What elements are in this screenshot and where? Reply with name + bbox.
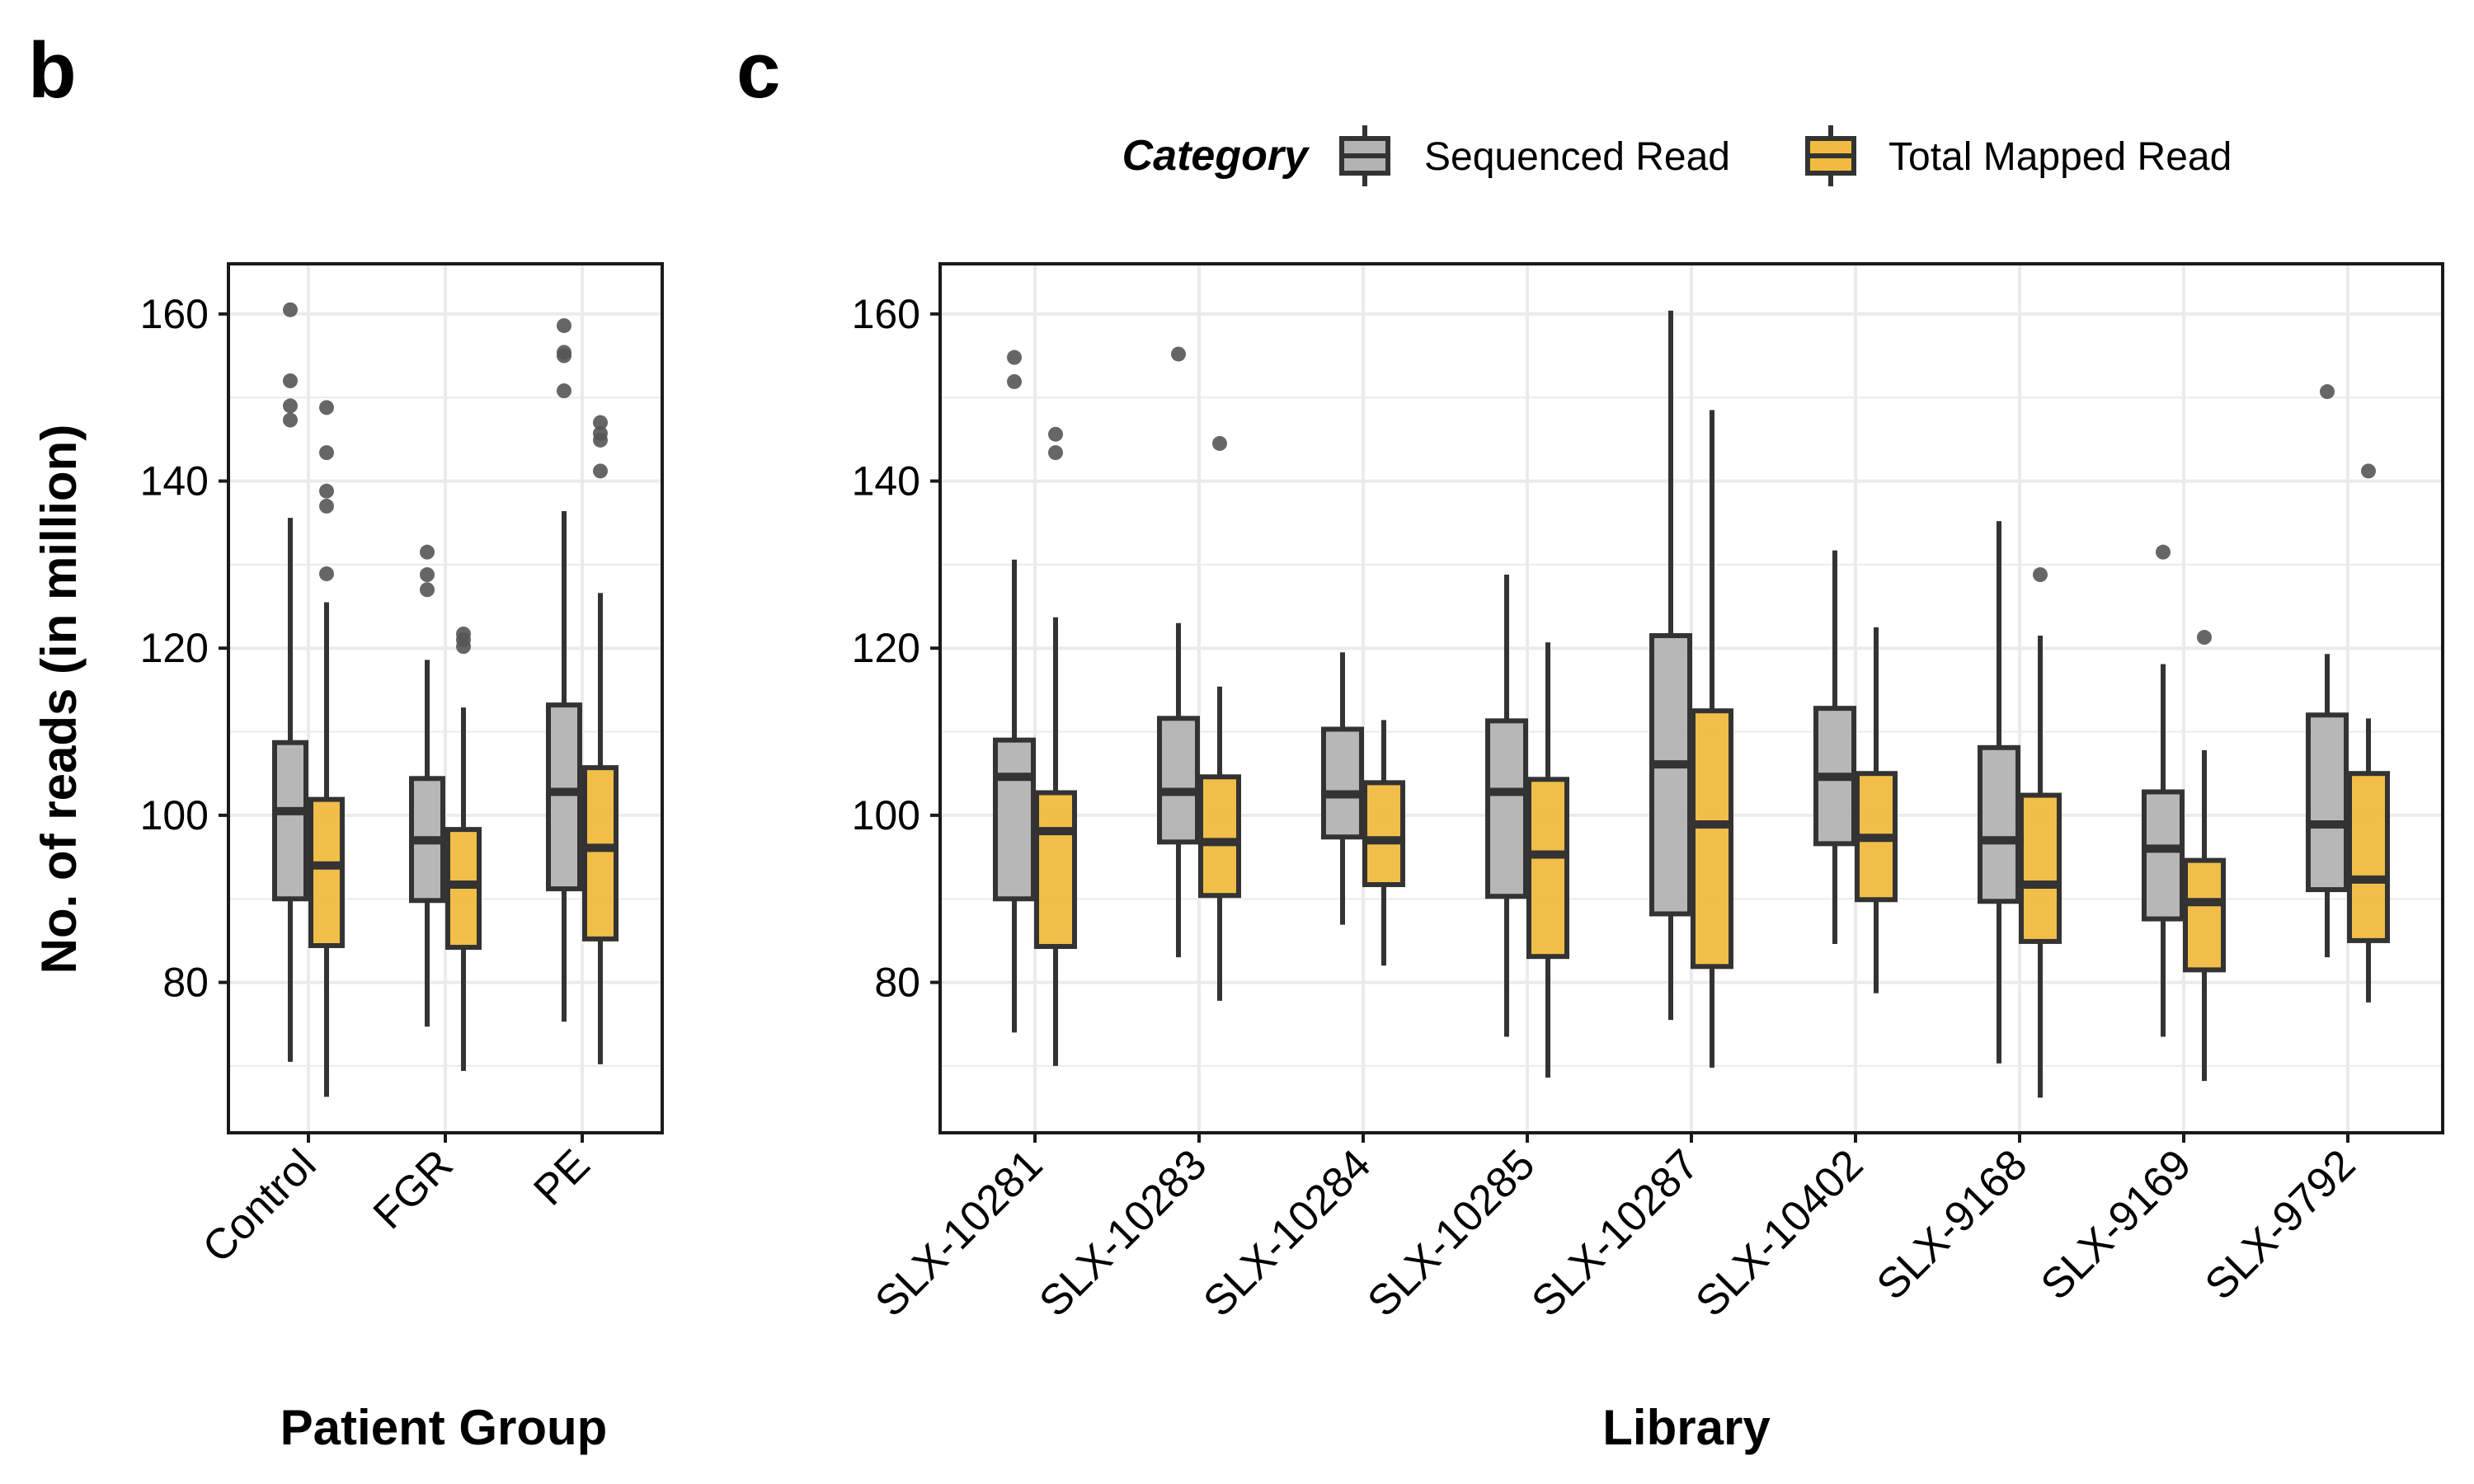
box-control-sequenced-read <box>272 740 308 902</box>
box-slx-9169-total-mapped-read <box>2183 857 2226 973</box>
x-tick-label-slx-9792: SLX-9792 <box>2196 1140 2365 1309</box>
x-tick-label-fgr: FGR <box>365 1140 463 1238</box>
y-tick-label: 160 <box>852 291 920 337</box>
outlier-point <box>557 348 571 364</box>
outlier-point <box>283 398 298 414</box>
outlier-point <box>420 567 435 583</box>
box-slx-10283-sequenced-read <box>1157 716 1200 845</box>
box-slx-10285-total-mapped-read <box>1526 777 1569 960</box>
box-slx-9169-sequenced-read <box>2142 789 2185 922</box>
outlier-point <box>1007 373 1022 389</box>
y-axis-title: No. of reads (in million) <box>31 425 87 974</box>
y-tick-label: 100 <box>852 792 920 838</box>
outlier-point <box>593 432 608 448</box>
outlier-point <box>2033 567 2048 583</box>
x-axis-title-c: Library <box>1602 1400 1771 1455</box>
x-axis-title-b: Patient Group <box>280 1400 608 1455</box>
outlier-point <box>1171 346 1186 362</box>
x-tick-label-slx-10285: SLX-10285 <box>1358 1140 1544 1326</box>
outlier-point <box>319 400 334 416</box>
outlier-point <box>557 317 571 333</box>
outlier-point <box>593 415 608 430</box>
outlier-point <box>2320 384 2335 400</box>
box-slx-9168-total-mapped-read <box>2019 792 2062 944</box>
outlier-point <box>2361 463 2376 479</box>
outlier-point <box>283 373 298 388</box>
outlier-point <box>557 383 571 399</box>
outlier-point <box>456 639 471 655</box>
outlier-point <box>319 483 334 499</box>
outlier-point <box>319 498 334 514</box>
box-slx-10287-total-mapped-read <box>1691 708 1733 970</box>
box-slx-10281-sequenced-read <box>993 737 1036 902</box>
legend: Category Sequenced Read Total Mapped Rea… <box>1122 125 2232 186</box>
x-tick-label-slx-10281: SLX-10281 <box>866 1140 1051 1326</box>
legend-label-sequenced-read: Sequenced Read <box>1424 135 1730 179</box>
y-tick-label: 120 <box>852 625 920 671</box>
box-slx-10285-sequenced-read <box>1485 718 1528 899</box>
outlier-point <box>420 582 435 598</box>
box-slx-9168-sequenced-read <box>1978 744 2020 904</box>
x-tick-label-slx-10402: SLX-10402 <box>1686 1140 1872 1326</box>
x-tick-label-control: Control <box>194 1140 326 1272</box>
x-tick-label-slx-9168: SLX-9168 <box>1868 1140 2037 1309</box>
outlier-point <box>319 566 334 581</box>
y-tick-label: 140 <box>852 458 920 505</box>
x-tick-label-slx-10284: SLX-10284 <box>1194 1140 1380 1326</box>
y-tick-label: 120 <box>140 625 209 671</box>
y-tick-label: 80 <box>874 960 920 1006</box>
outlier-point <box>1048 426 1063 442</box>
panel-c: 80100120140160SLX-10281SLX-10283SLX-1028… <box>852 262 2444 1326</box>
box-pe-total-mapped-read <box>582 765 618 942</box>
legend-label-total-mapped-read: Total Mapped Read <box>1888 135 2232 179</box>
box-slx-10281-total-mapped-read <box>1034 790 1077 949</box>
outlier-point <box>283 412 298 428</box>
outlier-point <box>283 302 298 317</box>
outlier-point <box>1007 350 1022 365</box>
outlier-point <box>1212 435 1227 451</box>
panel-letter-b: b <box>28 26 77 115</box>
y-tick-label: 140 <box>140 458 209 505</box>
box-slx-10284-total-mapped-read <box>1362 780 1405 888</box>
panel-b: 80 100 120 140 160 Control FGR PE <box>140 262 664 1272</box>
outlier-point <box>2197 630 2212 646</box>
x-tick-label-pe: PE <box>524 1140 599 1214</box>
legend-key-total-mapped-read <box>1805 125 1856 186</box>
box-slx-10283-total-mapped-read <box>1198 774 1241 899</box>
y-tick-label: 100 <box>140 792 209 838</box>
outlier-point <box>593 463 608 479</box>
outlier-point <box>2156 544 2171 560</box>
box-slx-10284-sequenced-read <box>1321 726 1364 840</box>
outlier-point <box>319 445 334 461</box>
outlier-point <box>1048 445 1063 461</box>
box-pe-sequenced-read <box>546 702 582 892</box>
box-slx-9792-total-mapped-read <box>2347 771 2390 943</box>
x-tick-label-slx-9169: SLX-9169 <box>2032 1140 2201 1309</box>
legend-key-sequenced-read <box>1339 125 1390 186</box>
box-slx-9792-sequenced-read <box>2306 712 2349 893</box>
x-tick-label-slx-10283: SLX-10283 <box>1030 1140 1216 1326</box>
box-control-total-mapped-read <box>308 796 345 948</box>
panel-letter-c: c <box>736 26 780 115</box>
box-slx-10287-sequenced-read <box>1649 632 1692 917</box>
y-tick-label: 80 <box>162 960 209 1006</box>
outlier-point <box>420 544 435 560</box>
legend-title: Category <box>1122 132 1310 180</box>
x-tick-label-slx-10287: SLX-10287 <box>1522 1140 1708 1326</box>
y-tick-label: 160 <box>140 291 209 337</box>
